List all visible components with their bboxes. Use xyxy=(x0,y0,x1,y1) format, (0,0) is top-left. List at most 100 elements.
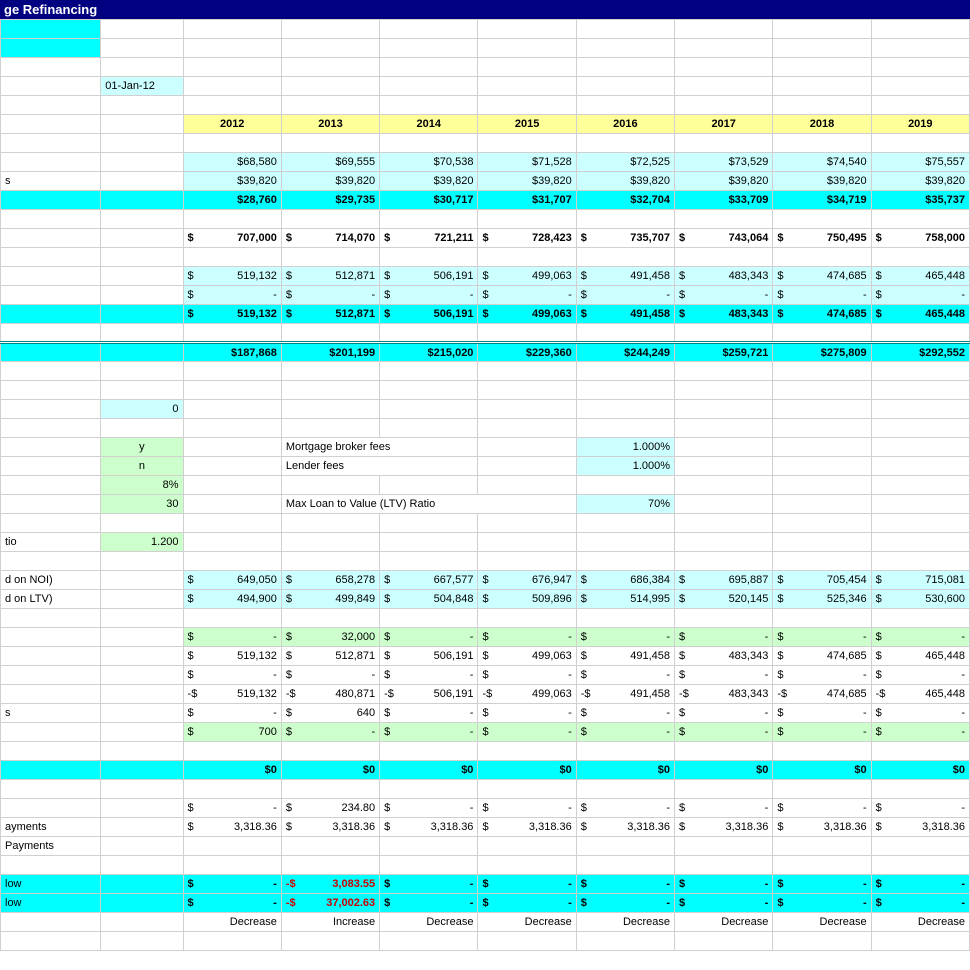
cell[interactable] xyxy=(576,400,674,419)
money-cell[interactable]: -$465,448 xyxy=(871,685,969,704)
cell[interactable] xyxy=(675,514,773,533)
cell[interactable] xyxy=(183,438,281,457)
cell[interactable] xyxy=(1,419,101,438)
cell[interactable] xyxy=(1,723,101,742)
money-cell[interactable]: $499,849 xyxy=(281,590,379,609)
cell[interactable] xyxy=(101,419,183,438)
money-cell[interactable]: $- xyxy=(871,723,969,742)
money-cell[interactable]: $728,423 xyxy=(478,229,576,248)
cell[interactable]: $0 xyxy=(675,761,773,780)
cell[interactable] xyxy=(1,400,101,419)
cell[interactable] xyxy=(101,96,183,115)
cell[interactable] xyxy=(101,210,183,229)
cell[interactable] xyxy=(101,552,183,571)
money-cell[interactable]: $- xyxy=(380,628,478,647)
cell[interactable] xyxy=(773,134,871,153)
money-cell[interactable]: $- xyxy=(675,894,773,913)
cell[interactable] xyxy=(773,58,871,77)
cell[interactable] xyxy=(478,324,576,343)
money-cell[interactable]: $- xyxy=(675,666,773,685)
cell[interactable] xyxy=(281,932,379,951)
cell[interactable] xyxy=(1,457,101,476)
money-cell[interactable]: $3,318.36 xyxy=(675,818,773,837)
cell[interactable] xyxy=(773,381,871,400)
money-cell[interactable]: $- xyxy=(380,286,478,305)
cell[interactable]: $70,538 xyxy=(380,153,478,172)
cell[interactable] xyxy=(1,20,101,39)
cell[interactable]: $201,199 xyxy=(281,343,379,362)
cell[interactable] xyxy=(281,419,379,438)
money-cell[interactable]: $- xyxy=(478,286,576,305)
money-cell[interactable]: $- xyxy=(773,704,871,723)
cell[interactable] xyxy=(773,552,871,571)
cell[interactable]: $73,529 xyxy=(675,153,773,172)
cell[interactable] xyxy=(380,932,478,951)
cell[interactable] xyxy=(101,609,183,628)
money-cell[interactable]: $- xyxy=(675,286,773,305)
money-cell[interactable]: $715,081 xyxy=(871,571,969,590)
money-cell[interactable]: $758,000 xyxy=(871,229,969,248)
money-cell[interactable]: $- xyxy=(281,286,379,305)
cell[interactable]: Decrease xyxy=(675,913,773,932)
cell[interactable] xyxy=(101,628,183,647)
cell[interactable]: $30,717 xyxy=(380,191,478,210)
cell[interactable] xyxy=(380,419,478,438)
money-cell[interactable]: $- xyxy=(380,894,478,913)
money-cell[interactable]: $649,050 xyxy=(183,571,281,590)
cell[interactable] xyxy=(281,58,379,77)
cell[interactable] xyxy=(576,58,674,77)
cell[interactable] xyxy=(101,837,183,856)
money-cell[interactable]: $- xyxy=(281,723,379,742)
cell[interactable] xyxy=(380,856,478,875)
money-cell[interactable]: $3,318.36 xyxy=(183,818,281,837)
money-cell[interactable]: $512,871 xyxy=(281,267,379,286)
cell[interactable] xyxy=(183,58,281,77)
cell[interactable] xyxy=(773,476,871,495)
money-cell[interactable]: $- xyxy=(478,628,576,647)
cell[interactable] xyxy=(1,115,101,134)
cell[interactable] xyxy=(478,381,576,400)
cell[interactable] xyxy=(101,172,183,191)
cell[interactable] xyxy=(478,419,576,438)
cell[interactable] xyxy=(773,514,871,533)
money-cell[interactable]: $3,318.36 xyxy=(871,818,969,837)
cell[interactable] xyxy=(576,134,674,153)
money-cell[interactable]: $3,318.36 xyxy=(478,818,576,837)
money-cell[interactable]: $- xyxy=(576,704,674,723)
cell[interactable] xyxy=(773,457,871,476)
money-cell[interactable]: -$506,191 xyxy=(380,685,478,704)
cell[interactable] xyxy=(576,609,674,628)
money-cell[interactable]: $530,600 xyxy=(871,590,969,609)
cell[interactable] xyxy=(871,400,969,419)
cell[interactable] xyxy=(281,609,379,628)
ltv-val[interactable]: 70% xyxy=(576,495,674,514)
money-cell[interactable]: $483,343 xyxy=(675,305,773,324)
cell[interactable]: $275,809 xyxy=(773,343,871,362)
cell[interactable] xyxy=(773,362,871,381)
cell[interactable] xyxy=(101,647,183,666)
money-cell[interactable]: $483,343 xyxy=(675,647,773,666)
money-cell[interactable]: -$480,871 xyxy=(281,685,379,704)
cell[interactable] xyxy=(183,134,281,153)
cell[interactable] xyxy=(675,248,773,267)
cell[interactable] xyxy=(478,856,576,875)
cell[interactable] xyxy=(773,780,871,799)
cell[interactable] xyxy=(478,552,576,571)
cell[interactable] xyxy=(871,780,969,799)
input-cell[interactable]: 8% xyxy=(101,476,183,495)
cell[interactable] xyxy=(576,837,674,856)
cell[interactable] xyxy=(871,20,969,39)
year-header[interactable]: 2012 xyxy=(183,115,281,134)
input-cell[interactable]: y xyxy=(101,438,183,457)
money-cell[interactable]: $- xyxy=(773,799,871,818)
money-cell[interactable]: $- xyxy=(478,894,576,913)
money-cell[interactable]: $- xyxy=(576,628,674,647)
cell[interactable] xyxy=(1,495,101,514)
cell[interactable]: $0 xyxy=(281,761,379,780)
money-cell[interactable]: $- xyxy=(576,286,674,305)
cell[interactable] xyxy=(576,210,674,229)
cell[interactable] xyxy=(478,39,576,58)
money-cell[interactable]: $3,318.36 xyxy=(380,818,478,837)
year-header[interactable]: 2016 xyxy=(576,115,674,134)
cell[interactable] xyxy=(576,77,674,96)
